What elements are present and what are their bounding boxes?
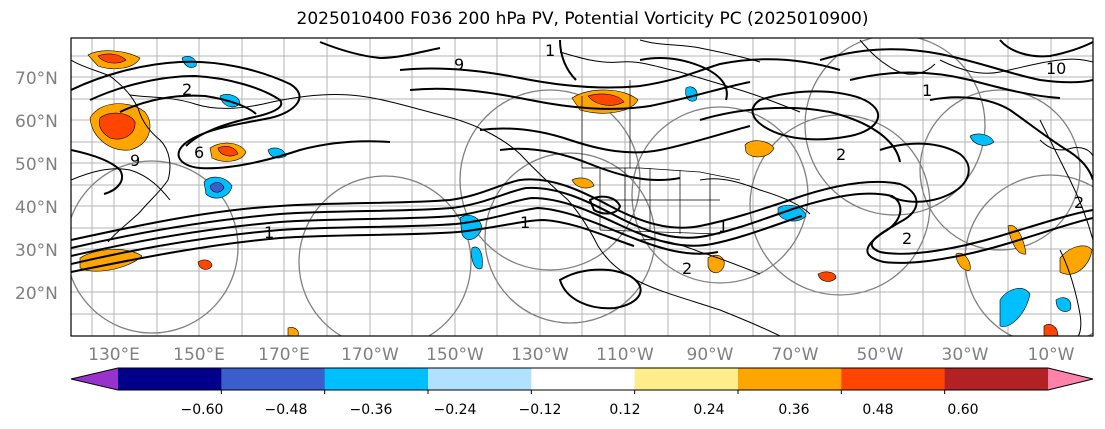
latitude-label: 70°N xyxy=(15,69,58,89)
colorbar-tick-label: 0.48 xyxy=(862,402,893,418)
colorbar-swatch xyxy=(324,368,429,390)
colorbar-extend-high xyxy=(1048,368,1093,390)
colorbar-tick-label: 0.12 xyxy=(609,402,640,418)
positive-anomaly xyxy=(587,93,625,106)
longitude-label: 150°E xyxy=(173,345,225,365)
latitude-label: 40°N xyxy=(15,198,58,218)
colorbar xyxy=(70,367,1094,394)
colorbar-outline xyxy=(70,367,1094,391)
positive-anomaly xyxy=(707,254,725,274)
colorbar-swatch xyxy=(944,368,1049,390)
contour-label: 1 xyxy=(545,41,555,60)
colorbar-swatch xyxy=(221,368,326,390)
longitude-label: 90°W xyxy=(687,345,734,365)
colorbar-swatch xyxy=(738,368,842,390)
longitude-label: 170°E xyxy=(258,345,310,365)
contour-label: 2 xyxy=(902,229,912,248)
negative-anomaly xyxy=(969,133,995,146)
positive-anomaly xyxy=(287,327,299,336)
colorbar-swatch xyxy=(531,368,636,390)
positive-anomaly xyxy=(217,146,239,157)
contour-label: 2 xyxy=(836,145,846,164)
latitude-label: 60°N xyxy=(15,112,58,132)
latitude-label: 30°N xyxy=(15,241,58,261)
negative-anomaly xyxy=(999,288,1031,327)
positive-anomaly xyxy=(79,249,143,272)
colorbar-tick-label: −0.12 xyxy=(519,402,562,418)
latitude-labels: 70°N 60°N 50°N 40°N 30°N 20°N xyxy=(15,69,58,304)
pv-anomaly-shading xyxy=(79,50,1093,336)
longitude-label: 150°W xyxy=(426,345,484,365)
colorbar-tick-label: −0.24 xyxy=(434,402,477,418)
contour-label: 10 xyxy=(1046,59,1066,78)
contour-label: 2 xyxy=(182,80,192,99)
longitude-label: 110°W xyxy=(596,345,654,365)
colorbar-swatch xyxy=(428,368,532,390)
map-frame xyxy=(70,37,1094,337)
colorbar-swatch xyxy=(841,368,946,390)
longitude-label: 10°W xyxy=(1028,345,1075,365)
colorbar-tick-label: 0.60 xyxy=(947,402,978,418)
positive-anomaly xyxy=(197,259,213,270)
contour-label: 2 xyxy=(682,259,692,278)
positive-anomaly xyxy=(1043,324,1059,336)
colorbar-swatch xyxy=(634,368,739,390)
longitude-label: 130°W xyxy=(511,345,569,365)
contour-label: 1 xyxy=(520,213,530,232)
colorbar-tick-label: −0.48 xyxy=(265,402,308,418)
contour-label: 1 xyxy=(922,81,932,100)
longitude-label: 130°E xyxy=(88,345,140,365)
colorbar-tick-label: 0.24 xyxy=(693,402,724,418)
longitude-labels: 130°E 150°E 170°E 170°W 150°W 130°W 110°… xyxy=(88,345,1075,365)
positive-anomaly xyxy=(99,112,136,140)
contour-label: 6 xyxy=(194,143,204,162)
colorbar-swatch xyxy=(118,368,222,390)
map-title: 2025010400 F036 200 hPa PV, Potential Vo… xyxy=(296,9,869,29)
longitude-label: 70°W xyxy=(772,345,819,365)
latitude-label: 50°N xyxy=(15,155,58,175)
latitude-label: 20°N xyxy=(15,284,58,304)
colorbar-tick-labels: −0.60 −0.48 −0.36 −0.24 −0.12 0.12 0.24 … xyxy=(181,402,979,418)
colorbar-extend-low xyxy=(71,368,118,390)
positive-anomaly xyxy=(817,271,837,282)
colorbar-tick-label: 0.36 xyxy=(778,402,809,418)
colorbar-tick-label: −0.60 xyxy=(181,402,224,418)
positive-anomaly xyxy=(744,140,775,158)
colorbar-tick-label: −0.36 xyxy=(350,402,393,418)
negative-anomaly xyxy=(471,246,483,270)
longitude-label: 50°W xyxy=(857,345,904,365)
positive-anomaly xyxy=(571,177,595,189)
contour-label: 9 xyxy=(454,55,464,74)
contour-label: 2 xyxy=(1074,193,1084,212)
positive-anomaly xyxy=(97,53,127,64)
negative-anomaly xyxy=(1055,297,1072,312)
positive-anomaly xyxy=(1059,245,1093,275)
negative-anomaly xyxy=(209,182,225,193)
contour-label: 9 xyxy=(130,151,140,170)
contour-labels: 2 1 9 6 1 1 1 2 2 1 10 9 2 2 xyxy=(130,41,1084,278)
longitude-label: 170°W xyxy=(341,345,399,365)
contour-label: 1 xyxy=(264,223,274,242)
contour-label: 1 xyxy=(718,217,728,236)
pv-contours xyxy=(71,39,1093,310)
longitude-label: 30°W xyxy=(942,345,989,365)
